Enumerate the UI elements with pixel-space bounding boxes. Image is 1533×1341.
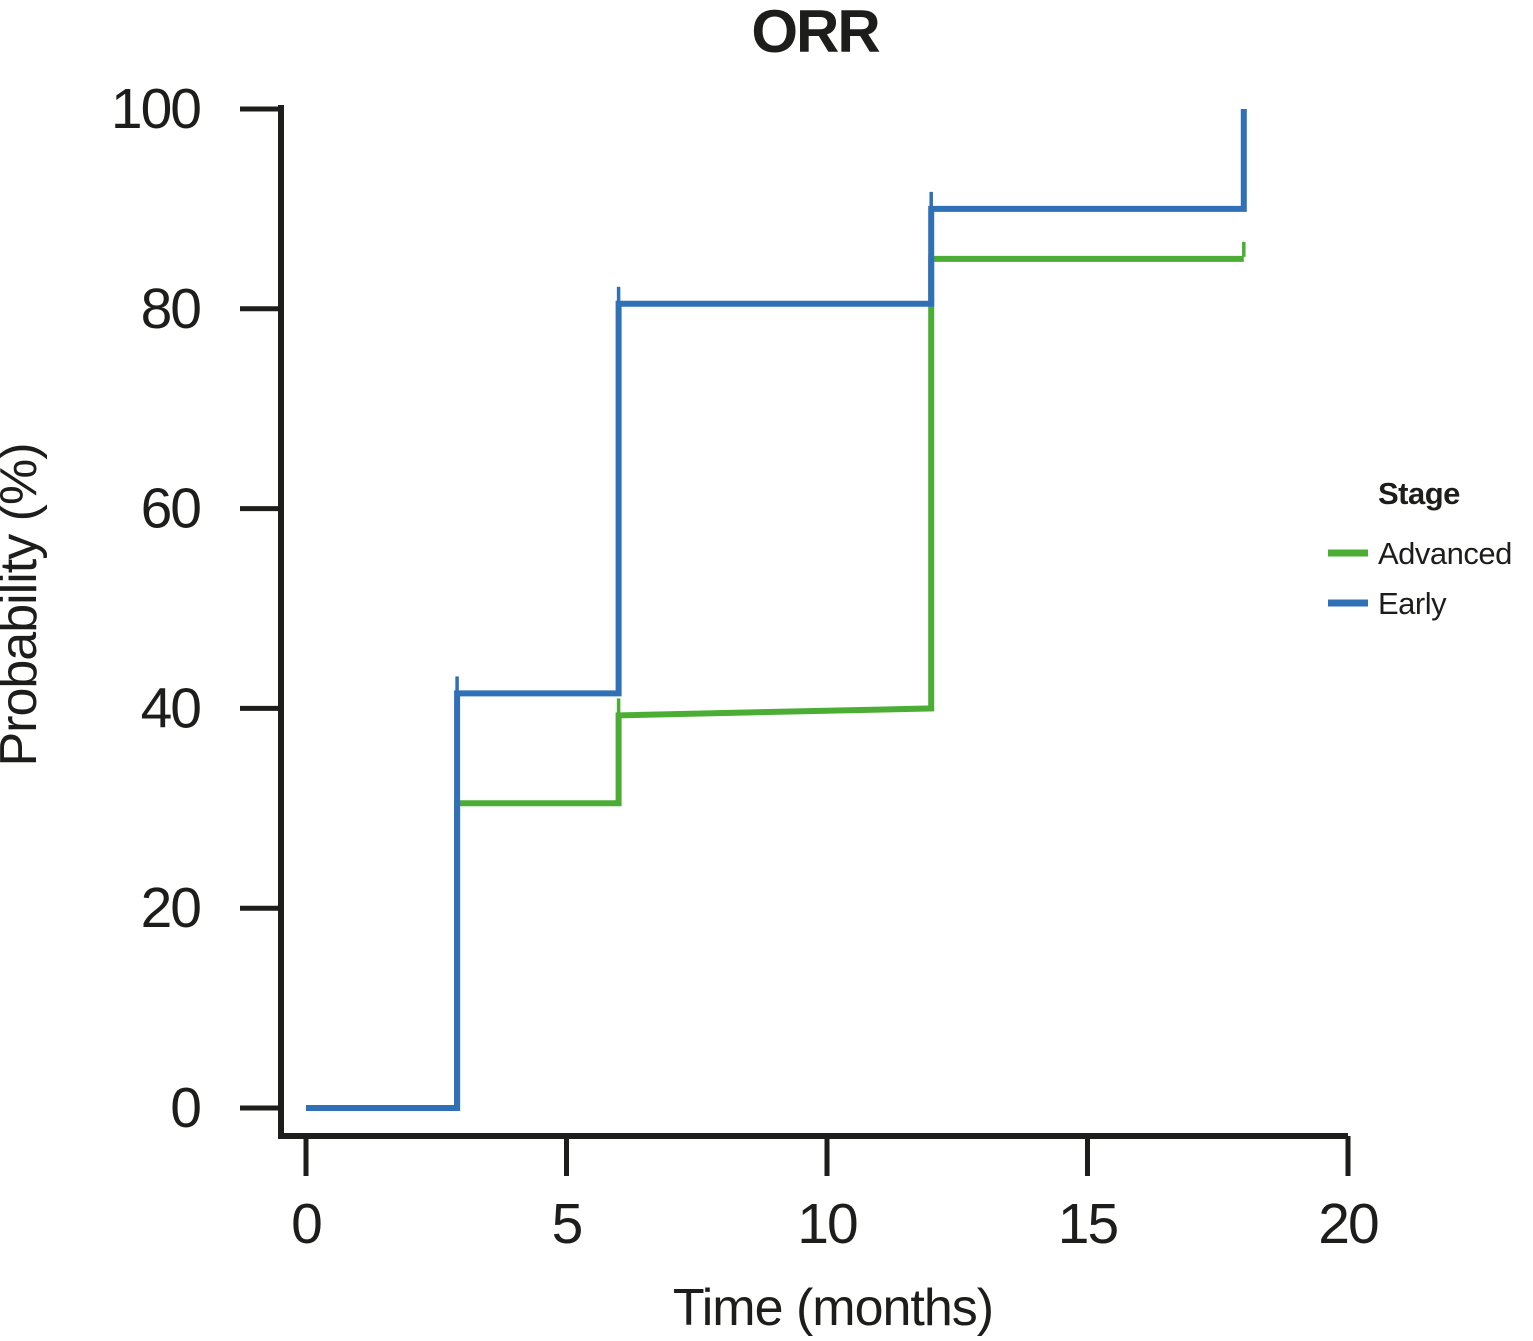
legend-label-early: Early — [1378, 586, 1447, 621]
legend: Stage Advanced Early — [1328, 476, 1512, 621]
y-tick-label-40: 40 — [141, 676, 201, 740]
y-tick-label-20: 20 — [141, 876, 201, 940]
legend-label-advanced: Advanced — [1378, 536, 1512, 571]
x-tick-label-20: 20 — [1318, 1192, 1378, 1256]
axis-ticks: 0 20 40 60 80 100 0 5 10 15 20 — [111, 77, 1380, 1256]
axes — [278, 105, 1348, 1139]
x-axis-label: Time (months) — [673, 1279, 993, 1337]
y-axis-label: Probability (%) — [0, 443, 48, 766]
censor-marks — [455, 191, 1246, 714]
curve-advanced — [306, 255, 1244, 1111]
y-tick-label-60: 60 — [141, 477, 201, 541]
x-tick-label-15: 15 — [1058, 1192, 1118, 1256]
x-tick-label-5: 5 — [552, 1192, 582, 1256]
legend-title: Stage — [1378, 476, 1460, 511]
survival-curves — [306, 109, 1247, 1111]
chart-title: ORR — [751, 0, 880, 65]
y-tick-label-100: 100 — [111, 77, 200, 141]
y-tick-label-0: 0 — [170, 1076, 200, 1140]
x-tick-label-10: 10 — [797, 1192, 857, 1256]
x-tick-label-0: 0 — [291, 1192, 321, 1256]
curve-early — [306, 109, 1247, 1111]
y-tick-label-80: 80 — [141, 277, 201, 341]
